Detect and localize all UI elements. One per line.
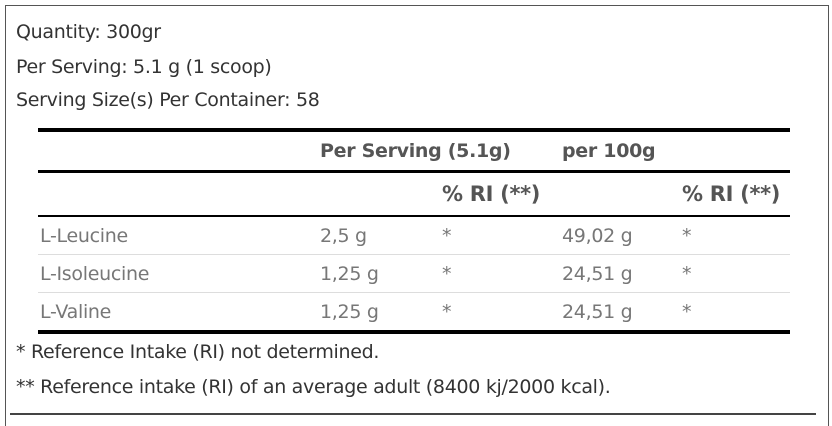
footnote-1: * Reference Intake (RI) not determined. — [16, 341, 380, 363]
subheader-cell — [320, 171, 442, 217]
table-header-row: Per Serving (5.1g) per 100g — [38, 128, 790, 173]
per-100g-value: 49,02 g — [562, 216, 682, 255]
per-serving-value: 1,25 g — [320, 254, 442, 293]
subheader-cell — [38, 171, 320, 217]
frame-border — [5, 5, 829, 426]
ri-value: * — [442, 254, 562, 293]
servings-text: Serving Size(s) Per Container: 58 — [16, 89, 320, 111]
table-row: L-Isoleucine 1,25 g * 24,51 g * — [38, 254, 790, 293]
table-row: L-Leucine 2,5 g * 49,02 g * — [38, 216, 790, 255]
amino-name: L-Isoleucine — [38, 254, 320, 293]
per-serving-value: 2,5 g — [320, 216, 442, 255]
divider — [10, 413, 816, 415]
header-per-100g: per 100g — [562, 128, 790, 173]
ri-value: * — [442, 292, 562, 334]
header-cell — [38, 128, 320, 173]
table-subheader-row: % RI (**) % RI (**) — [38, 171, 790, 217]
nutrition-table: Per Serving (5.1g) per 100g % RI (**) % … — [38, 128, 790, 334]
per-100g-value: 24,51 g — [562, 292, 682, 334]
header-per-serving: Per Serving (5.1g) — [320, 128, 562, 173]
ri-value: * — [682, 216, 790, 255]
ri-value: * — [682, 254, 790, 293]
quantity-text: Quantity: 300gr — [16, 21, 161, 43]
subheader-cell — [562, 171, 682, 217]
amino-name: L-Leucine — [38, 216, 320, 255]
ri-value: * — [682, 292, 790, 334]
subheader-ri: % RI (**) — [442, 171, 562, 217]
per-serving-text: Per Serving: 5.1 g (1 scoop) — [16, 56, 272, 78]
table-row: L-Valine 1,25 g * 24,51 g * — [38, 292, 790, 334]
per-serving-value: 1,25 g — [320, 292, 442, 334]
amino-name: L-Valine — [38, 292, 320, 334]
per-100g-value: 24,51 g — [562, 254, 682, 293]
footnote-2: ** Reference intake (RI) of an average a… — [16, 376, 611, 398]
ri-value: * — [442, 216, 562, 255]
subheader-ri: % RI (**) — [682, 171, 790, 217]
